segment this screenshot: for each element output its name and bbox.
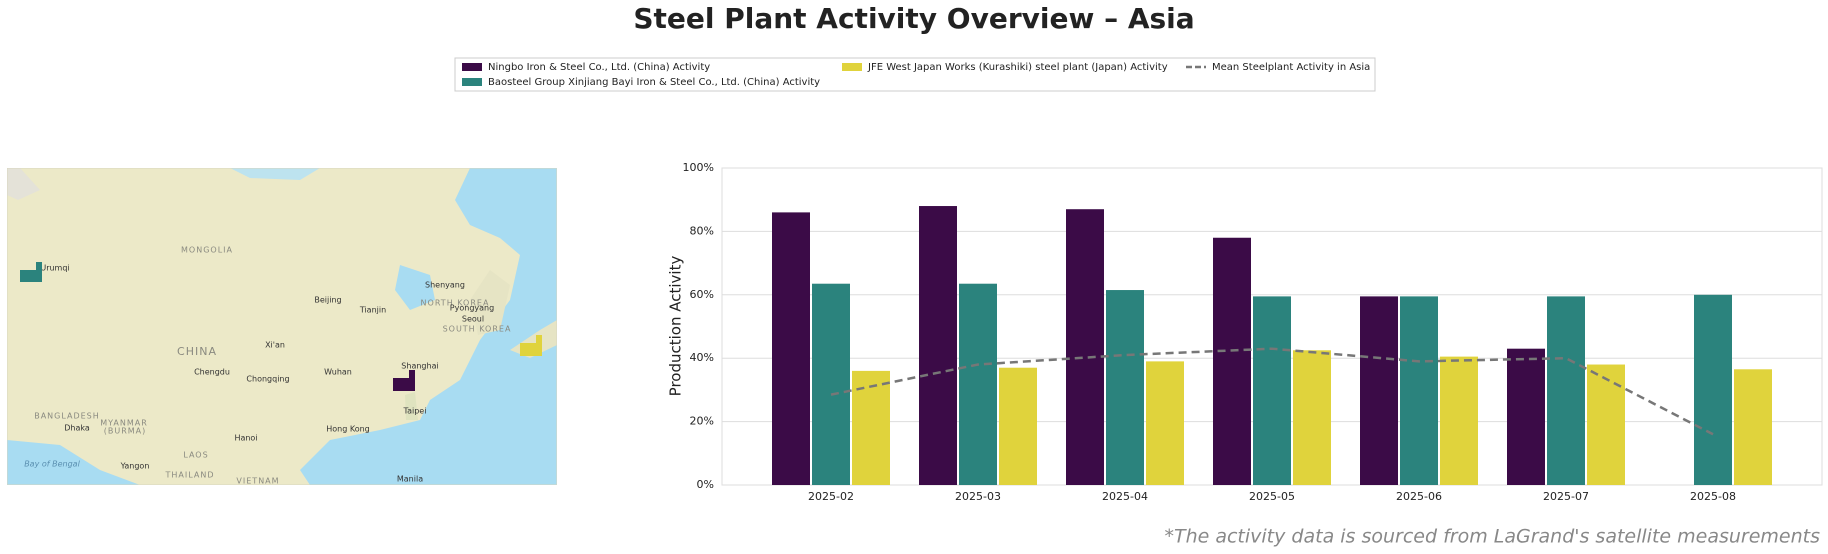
bar bbox=[919, 206, 957, 486]
map-label: Chongqing bbox=[246, 375, 289, 384]
footnote: *The activity data is sourced from LaGra… bbox=[1164, 526, 1820, 548]
map-label: Xi'an bbox=[265, 341, 285, 350]
map-label: MONGOLIA bbox=[181, 246, 233, 255]
map-lake bbox=[230, 168, 320, 180]
map-label: Seoul bbox=[462, 315, 484, 324]
bar bbox=[1734, 369, 1772, 485]
bar bbox=[1587, 364, 1625, 485]
map-land bbox=[7, 168, 40, 200]
map-label: Urumqi bbox=[40, 264, 69, 273]
legend-label: Mean Steelplant Activity in Asia bbox=[1212, 62, 1370, 73]
x-tick-label: 2025-03 bbox=[955, 490, 1001, 503]
map-sea bbox=[395, 265, 435, 310]
bar bbox=[1547, 296, 1585, 485]
map-label: MYANMAR bbox=[100, 419, 148, 428]
y-tick-label: 0% bbox=[697, 478, 714, 491]
map-land bbox=[470, 270, 510, 335]
bar bbox=[1253, 296, 1291, 485]
legend-label: Ningbo Iron & Steel Co., Ltd. (China) Ac… bbox=[488, 62, 710, 73]
legend-swatch bbox=[462, 78, 482, 86]
map-label: SOUTH KOREA bbox=[443, 325, 512, 334]
bar bbox=[1066, 209, 1104, 485]
x-tick-label: 2025-05 bbox=[1249, 490, 1295, 503]
bar bbox=[812, 283, 850, 485]
y-axis-label: Production Activity bbox=[667, 256, 685, 397]
map-sea bbox=[300, 168, 557, 485]
legend-swatch bbox=[462, 63, 482, 71]
mean-line bbox=[830, 347, 1714, 436]
map-sea bbox=[7, 440, 140, 485]
map-label: Taipei bbox=[403, 407, 427, 416]
bar bbox=[1293, 350, 1331, 485]
bar bbox=[959, 283, 997, 485]
legend-box bbox=[454, 57, 1376, 92]
map-label: Wuhan bbox=[324, 368, 352, 377]
plant-icon bbox=[520, 335, 542, 356]
bar bbox=[1360, 296, 1398, 485]
map-label: Chengdu bbox=[194, 368, 230, 377]
map: MONGOLIA Urumqi Beijing Tianjin Shenyang NORT… bbox=[7, 168, 557, 486]
map-label: BANGLADESH bbox=[34, 412, 100, 421]
map-label: NORTH KOREA bbox=[421, 299, 490, 308]
map-label: Hanoi bbox=[234, 434, 257, 443]
chart-title: Steel Plant Activity Overview – Asia bbox=[633, 2, 1194, 35]
bar bbox=[1106, 290, 1144, 485]
map-label: THAILAND bbox=[165, 471, 215, 480]
y-tick-label: 60% bbox=[690, 288, 714, 301]
map-label: Hong Kong bbox=[326, 425, 370, 434]
map-label: LAOS bbox=[183, 451, 208, 460]
x-tick-label: 2025-06 bbox=[1396, 490, 1442, 503]
legend-swatch bbox=[842, 63, 862, 71]
map-label: Bay of Bengal bbox=[24, 460, 80, 469]
map-label: Tianjin bbox=[359, 306, 386, 315]
map-label: Pyongyang bbox=[450, 304, 494, 313]
x-tick-label: 2025-04 bbox=[1102, 490, 1148, 503]
y-tick-label: 80% bbox=[690, 224, 714, 237]
map-label: Yangon bbox=[120, 462, 150, 471]
bar bbox=[1507, 348, 1545, 485]
bar bbox=[772, 212, 810, 485]
x-tick-label: 2025-02 bbox=[808, 490, 854, 503]
y-tick-label: 20% bbox=[690, 415, 714, 428]
plant-icon bbox=[20, 262, 42, 282]
bar bbox=[1440, 356, 1478, 485]
bar bbox=[1146, 361, 1184, 485]
bar bbox=[999, 367, 1037, 485]
bar bbox=[1694, 294, 1732, 485]
map-label: Beijing bbox=[314, 296, 341, 305]
legend-label: JFE West Japan Works (Kurashiki) steel p… bbox=[867, 62, 1168, 73]
map-label: Manila bbox=[397, 475, 423, 484]
map-land bbox=[405, 392, 418, 420]
map-label: Shanghai bbox=[401, 362, 438, 371]
legend-label: Baosteel Group Xinjiang Bayi Iron & Stee… bbox=[488, 77, 820, 88]
map-label: CHINA bbox=[177, 345, 217, 358]
map-label: Dhaka bbox=[64, 424, 90, 433]
plant-icon bbox=[393, 370, 415, 391]
bar bbox=[1400, 296, 1438, 485]
y-tick-label: 40% bbox=[690, 351, 714, 364]
bar bbox=[1213, 237, 1251, 485]
map-label: (BURMA) bbox=[104, 427, 147, 436]
map-label: Shenyang bbox=[425, 281, 465, 290]
map-label: VIETNAM bbox=[236, 477, 279, 486]
x-tick-label: 2025-07 bbox=[1543, 490, 1589, 503]
y-tick-label: 100% bbox=[683, 161, 714, 174]
x-tick-label: 2025-08 bbox=[1690, 490, 1736, 503]
